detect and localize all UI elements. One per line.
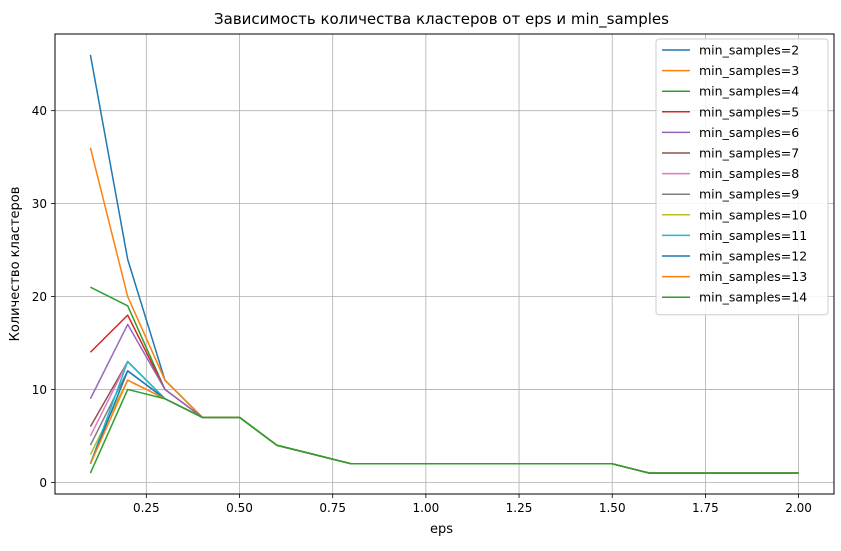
series-line-13 <box>89 388 799 474</box>
x-tick-label: 0.25 <box>133 501 160 515</box>
series-line-12 <box>89 379 799 474</box>
legend: min_samples=2 min_samples=3 min_samples=4m… <box>655 38 829 316</box>
legend-entry-label: min_samples=12 <box>699 249 807 264</box>
x-tick-label: 0.50 <box>226 501 253 515</box>
series-line-9 <box>89 379 799 474</box>
legend-entry-label: min_samples=10 <box>699 207 807 222</box>
legend-entry-label: min_samples=7 <box>699 146 799 161</box>
y-axis-label: Количество кластеров <box>8 187 23 342</box>
y-tick-label: 40 <box>32 104 47 118</box>
series-line-6 <box>89 360 799 474</box>
x-tick-label: 1.25 <box>506 501 533 515</box>
legend-entry-label: min_samples=8 <box>699 166 799 181</box>
series-lines <box>89 54 799 474</box>
legend-entry-label: min_samples=11 <box>699 228 807 243</box>
legend-entry-label: min_samples=6 <box>699 125 799 140</box>
legend-entry-label: min_samples=2 <box>699 43 799 58</box>
x-tick-label: 2.00 <box>785 501 812 515</box>
x-tick-label: 0.75 <box>319 501 346 515</box>
legend-entry-label: min_samples=13 <box>699 269 807 284</box>
x-axis-label: eps <box>430 522 453 537</box>
x-tick-label: 1.00 <box>413 501 440 515</box>
x-axis: 0.25 0.50 0.75 1.00 1.25 1.50 1.75 2.00 <box>133 494 812 515</box>
legend-entry-label: min_samples=9 <box>699 187 799 202</box>
y-tick-label: 10 <box>32 383 47 397</box>
legend-entry-label: min_samples=14 <box>699 290 807 305</box>
series-line-7 <box>89 360 799 474</box>
y-tick-label: 20 <box>32 290 47 304</box>
series-line-11 <box>89 370 799 474</box>
x-tick-label: 1.50 <box>599 501 626 515</box>
legend-box <box>655 38 829 316</box>
legend-entry-label: min_samples=4 <box>699 84 799 99</box>
y-tick-label: 30 <box>32 197 47 211</box>
y-axis: 0 10 20 30 40 <box>32 104 55 490</box>
y-tick-label: 0 <box>39 476 47 490</box>
legend-entry-label: min_samples=5 <box>699 104 799 119</box>
chart-title: Зависимость количества кластеров от eps … <box>214 10 669 29</box>
plot-frame <box>54 33 835 495</box>
legend-entry-label: min_samples=3 <box>699 63 799 78</box>
series-line-5 <box>89 323 799 474</box>
series-line-4 <box>89 314 799 474</box>
series-line-8 <box>89 370 799 474</box>
x-tick-label: 1.75 <box>692 501 719 515</box>
series-line-10 <box>89 360 799 474</box>
